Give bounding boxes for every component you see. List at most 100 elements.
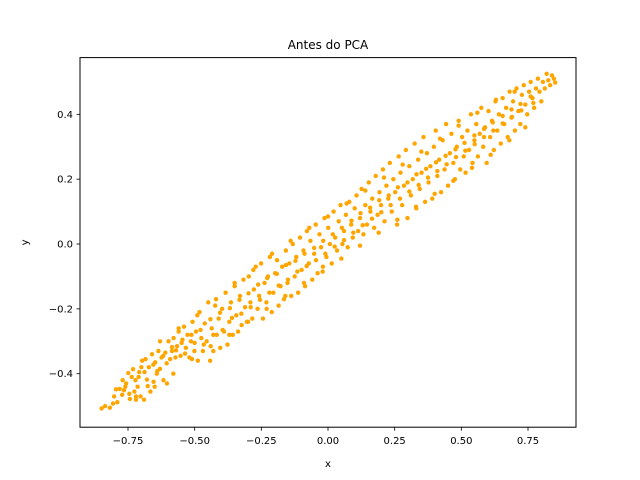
scatter-point [357,243,363,248]
scatter-point [313,258,319,263]
scatter-point [141,397,147,402]
scatter-point [484,160,489,166]
scatter-point [320,264,326,269]
scatter-point [274,271,279,277]
scatter-point [262,280,267,286]
scatter-point [338,202,343,208]
scatter-point [431,144,437,149]
scatter-point [399,202,405,208]
scatter-point [453,154,459,160]
scatter-point [156,348,161,354]
scatter-point [151,362,156,367]
scatter-point [166,339,171,344]
scatter-point [391,176,396,182]
scatter-point [416,182,421,188]
scatter-point [136,374,141,380]
scatter-point [189,332,194,337]
scatter-point [301,280,307,286]
scatter-point [438,189,444,195]
scatter-point [269,251,275,256]
scatter-point [169,344,175,350]
scatter-point [133,377,138,383]
scatter-point [214,332,219,337]
scatter-point [384,183,389,188]
scatter-point [371,225,377,231]
scatter-point [329,261,334,266]
scatter-point [360,223,365,228]
scatter-point [380,167,386,172]
scatter-point [292,274,297,279]
scatter-point [139,365,144,370]
scatter-point [248,300,253,305]
scatter-point [331,209,336,214]
scatter-point [253,264,258,269]
scatter-point [107,405,113,410]
x-axis-ticks: −0.75 −0.50 −0.25 0.00 0.25 0.50 0.75 [113,427,539,447]
scatter-point [290,241,295,247]
scatter-point [521,82,526,88]
scatter-point [389,209,394,214]
scatter-point [523,125,528,130]
scatter-point [539,99,544,104]
scatter-point [463,170,468,175]
scatter-point [379,210,384,215]
scatter-point [137,369,142,375]
scatter-point [139,358,145,363]
scatter-point [171,371,176,376]
scatter-point [181,324,187,329]
scatter-point [463,148,468,153]
scatter-point [188,339,194,344]
scatter-point [167,356,173,362]
scatter-point [354,193,359,198]
scatter-point [344,201,349,206]
scatter-point [465,128,470,133]
scatter-point [519,92,525,98]
scatter-point [287,261,292,266]
scatter-point [216,316,221,321]
scatter-point [424,151,430,156]
scatter-point [173,355,178,360]
scatter-point [271,290,276,295]
scatter-point [487,134,493,140]
scatter-point [227,332,232,337]
x-tick-label: −0.50 [179,436,210,447]
scatter-point [276,283,281,288]
scatter-point [129,374,134,380]
scatter-point [428,164,433,169]
scatter-point [437,157,442,162]
scatter-point [481,144,486,149]
scatter-point [276,303,281,308]
scatter-point [307,225,312,231]
scatter-point [267,254,273,260]
scatter-point [255,306,260,312]
scatter-point [127,396,133,402]
scatter-point [415,157,421,162]
scatter-point [288,238,293,243]
scatter-point [195,358,201,363]
scatter-point [376,230,381,235]
scatter-point [217,310,223,315]
scatter-point [472,138,477,143]
scatter-point [239,322,244,328]
scatter-point [341,228,347,234]
scatter-point [198,327,203,333]
scatter-point [542,86,547,91]
scatter-point [435,168,440,174]
scatter-point [213,296,219,302]
scatter-point [421,134,426,140]
scatter-point [179,340,184,346]
scatter-point [237,297,242,302]
scatter-point [412,141,417,146]
scatter-point [414,172,419,177]
scatter-point [148,389,153,394]
scatter-point [121,388,127,393]
scatter-point [251,267,256,273]
scatter-point [285,280,290,286]
scatter-point [368,209,373,214]
y-axis-label: y [20,239,31,245]
scatter-point [311,245,317,251]
scatter-point [343,212,349,218]
scatter-point [458,167,463,172]
scatter-point [396,154,401,159]
scatter-point [435,173,440,179]
